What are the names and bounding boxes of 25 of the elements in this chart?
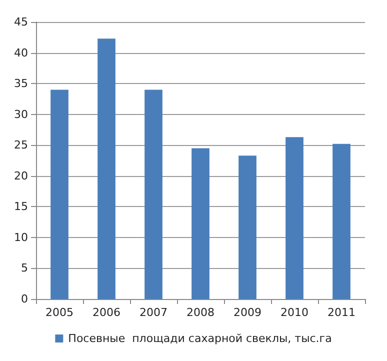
y-tick-label: 5: [21, 262, 28, 275]
bar: [50, 90, 68, 299]
x-tick-label: 2008: [186, 306, 214, 319]
x-tick-label: 2011: [328, 306, 356, 319]
y-tick-label: 30: [14, 108, 28, 121]
bar: [144, 90, 162, 299]
x-tick-label: 2006: [92, 306, 120, 319]
y-tick-label: 35: [14, 77, 28, 90]
y-tick-label: 25: [14, 138, 28, 152]
y-tick-label: 20: [14, 169, 28, 182]
bar: [286, 137, 304, 299]
y-tick-label: 45: [14, 16, 28, 28]
legend-label: Посевные площади сахарной свеклы, тыс.га: [68, 332, 332, 345]
bar: [98, 38, 116, 299]
x-tick-label: 2009: [234, 306, 262, 319]
x-tick-label: 2007: [140, 306, 168, 319]
x-tick-label: 2010: [280, 306, 308, 319]
y-tick-label: 0: [21, 292, 28, 306]
y-tick-label: 40: [14, 46, 28, 60]
bar: [238, 156, 256, 299]
bar: [332, 144, 350, 299]
y-tick-label: 15: [14, 200, 28, 214]
x-tick-label: 2005: [46, 306, 74, 319]
bar: [192, 148, 210, 299]
y-tick-label: 10: [14, 230, 28, 244]
